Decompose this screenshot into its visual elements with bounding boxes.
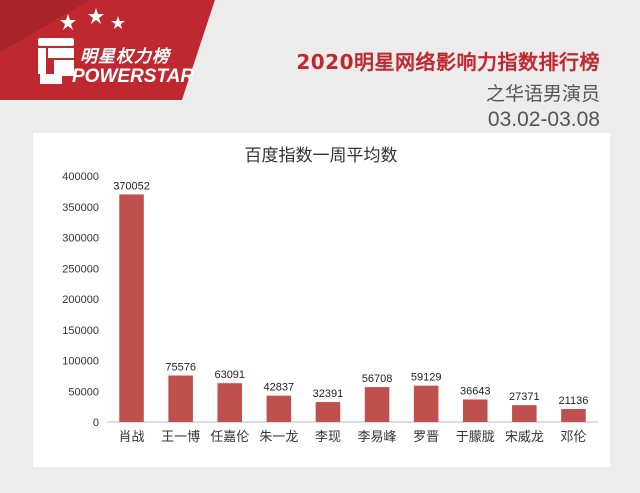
x-tick-label: 李现 [315, 430, 341, 445]
x-tick-label: 于朦胧 [456, 430, 495, 445]
bar [119, 194, 144, 422]
bar [168, 375, 193, 422]
y-tick-label: 50000 [68, 386, 99, 398]
x-tick-label: 肖战 [119, 430, 145, 445]
data-label: 63091 [214, 369, 245, 381]
y-tick-label: 350000 [62, 202, 99, 214]
fist-icon [38, 38, 74, 84]
data-label: 36643 [460, 385, 491, 397]
data-label: 59129 [411, 372, 442, 384]
x-tick-label: 王一博 [161, 430, 200, 445]
x-tick-label: 宋威龙 [505, 430, 544, 445]
y-tick-label: 100000 [62, 356, 99, 368]
y-tick-label: 150000 [62, 325, 99, 337]
star-icon [111, 16, 125, 29]
bar [364, 387, 390, 422]
bar [561, 409, 586, 422]
y-tick-label: 0 [93, 417, 99, 429]
data-label: 27371 [509, 391, 540, 403]
bar [217, 383, 243, 422]
x-tick-label: 邓伦 [560, 430, 586, 445]
data-label: 21136 [559, 395, 589, 407]
star-icons [60, 8, 125, 30]
y-tick-label: 300000 [62, 233, 99, 245]
data-label: 75576 [165, 362, 196, 374]
bar-chart: 百度指数一周平均数 0 50000 100000 150000 200000 250000… [62, 146, 598, 445]
page-subtitle: 之华语男演员 [485, 83, 600, 105]
star-icon [60, 14, 76, 30]
x-tick-label: 朱一龙 [259, 430, 298, 445]
bar [512, 405, 537, 422]
data-label: 32391 [313, 388, 344, 400]
star-icon [88, 8, 104, 24]
title-block: 2020明星网络影响力指数排行榜 之华语男演员 03.02-03.08 [296, 46, 600, 132]
y-tick-label: 250000 [62, 263, 99, 275]
date-range: 03.02-03.08 [487, 108, 600, 131]
chart-card: 百度指数一周平均数 0 50000 100000 150000 200000 250000… [33, 133, 610, 467]
chart-title: 百度指数一周平均数 [245, 146, 398, 166]
header-banner: 明星权力榜 POWERSTAR [0, 0, 215, 100]
x-tick-label: 李易峰 [358, 430, 397, 445]
data-label: 370052 [113, 180, 150, 192]
bar [315, 402, 341, 422]
bar [462, 399, 488, 422]
y-tick-label: 400000 [62, 171, 99, 183]
data-label: 56708 [362, 373, 393, 385]
y-tick-label: 200000 [62, 294, 99, 306]
bar [266, 395, 292, 422]
logo-text-zh: 明星权力榜 [80, 47, 170, 67]
page-title: 2020明星网络影响力指数排行榜 [296, 50, 600, 74]
x-tick-label: 罗晋 [413, 430, 439, 445]
x-tick-label: 任嘉伦 [210, 430, 249, 445]
data-label: 42837 [264, 382, 295, 394]
logo-text-en: POWERSTAR [72, 66, 195, 87]
bar [413, 385, 439, 422]
